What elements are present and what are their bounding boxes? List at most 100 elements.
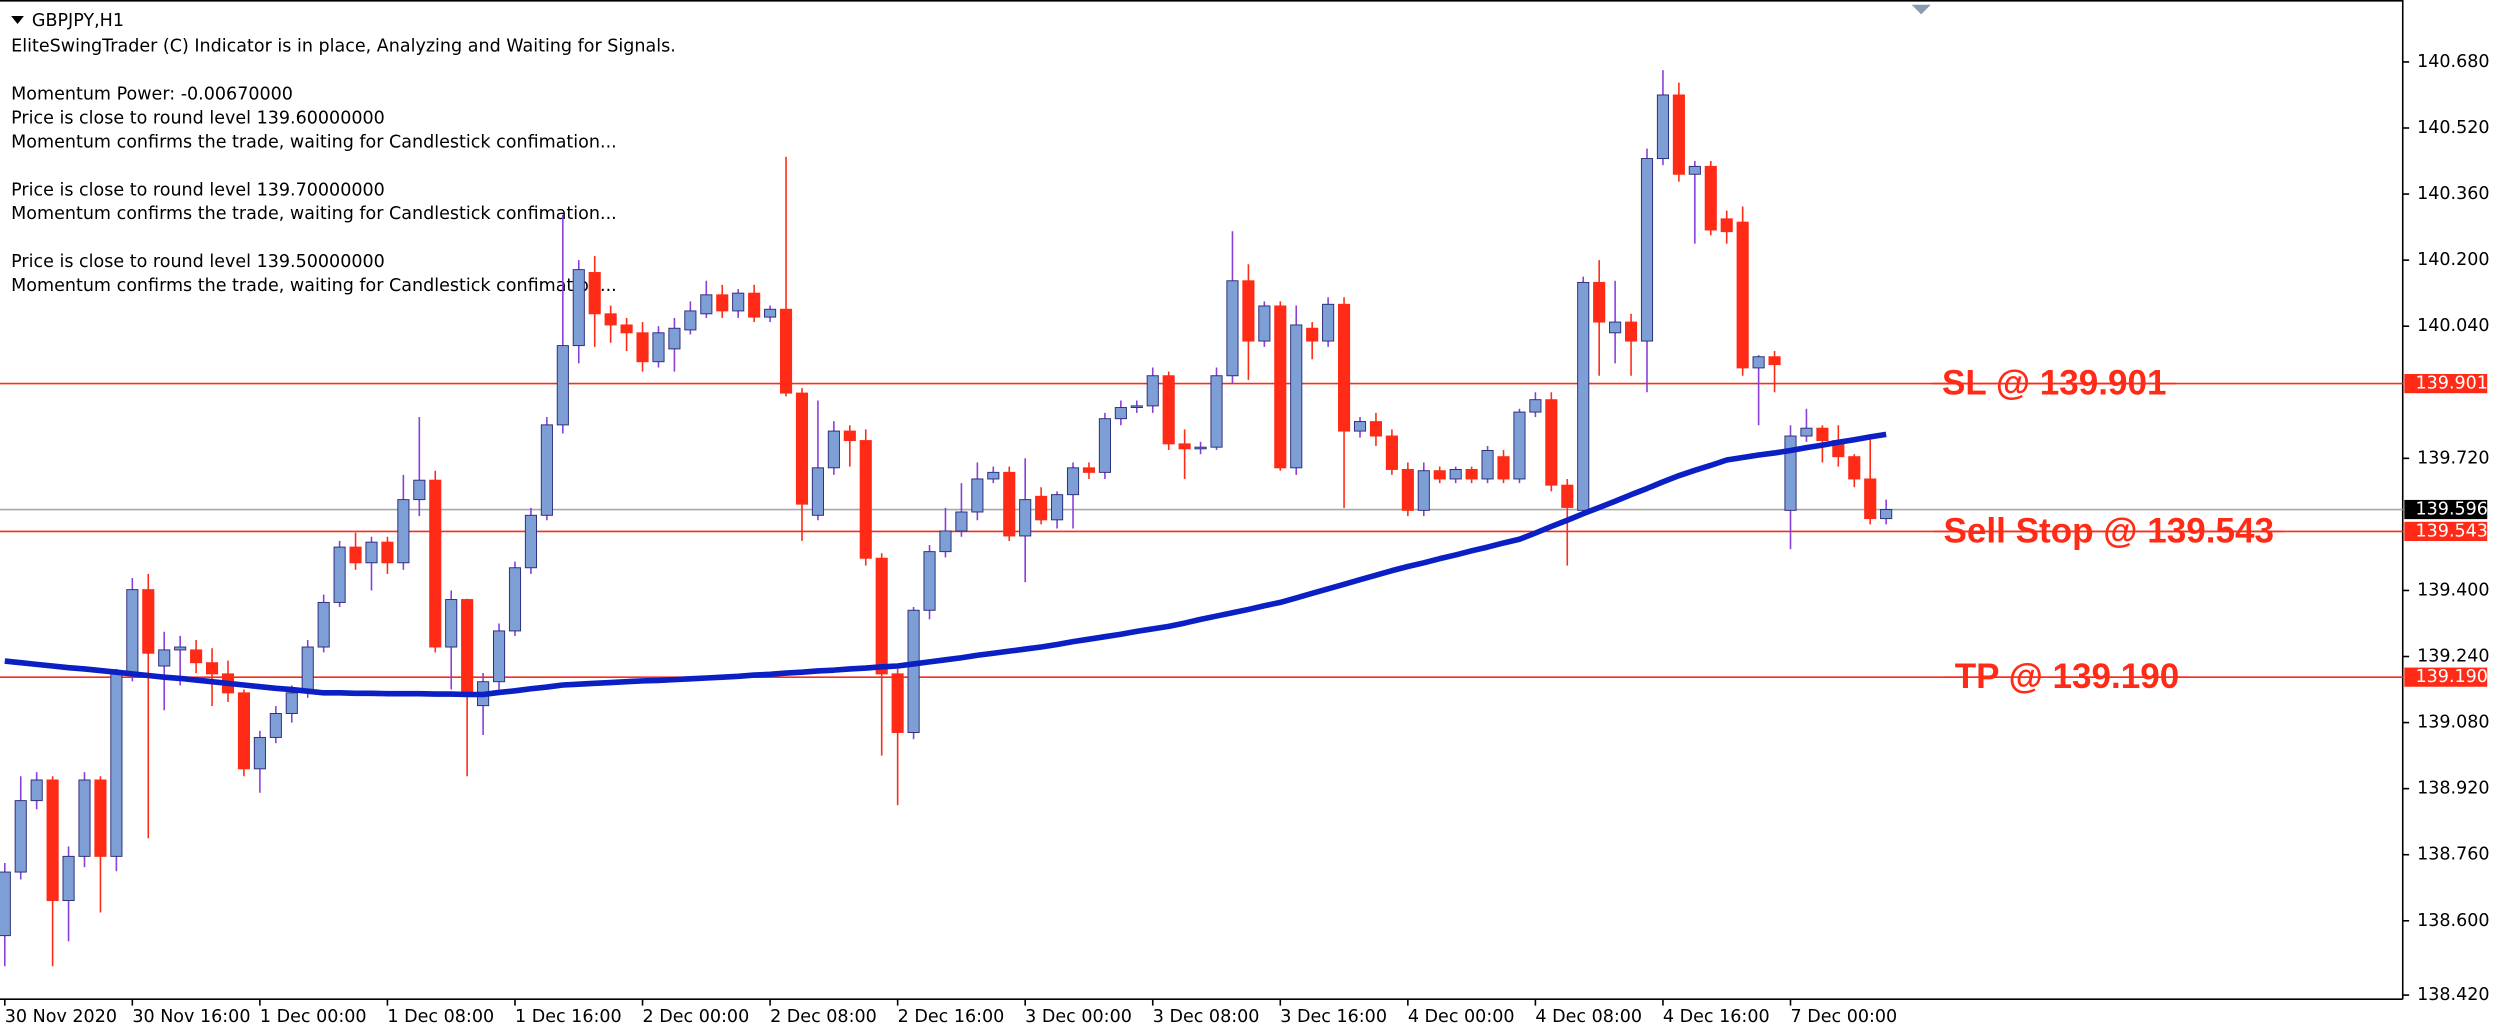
candle-body bbox=[492, 630, 506, 683]
candle-body bbox=[1768, 356, 1781, 366]
price-box bbox=[2404, 521, 2488, 542]
x-tick-label: 3 Dec 16:00 bbox=[1280, 1007, 1387, 1027]
candle-body bbox=[445, 599, 458, 648]
y-tick-label: 139.240 bbox=[2417, 647, 2489, 667]
price-box-label: 139.901 bbox=[2415, 374, 2487, 394]
candle-body bbox=[1816, 427, 1829, 442]
candle-body bbox=[1656, 94, 1670, 160]
candle-body bbox=[1481, 449, 1494, 480]
candle-body bbox=[190, 649, 203, 664]
candle-body bbox=[1082, 467, 1096, 473]
x-tick-label: 1 Dec 00:00 bbox=[260, 1007, 367, 1027]
candle-body bbox=[1880, 509, 1893, 520]
candle-body bbox=[1162, 375, 1175, 445]
indicator-message: Momentum Power: -0.00670000 bbox=[11, 84, 293, 104]
candle-body bbox=[397, 499, 410, 564]
candle-body bbox=[1784, 435, 1797, 511]
candle-body bbox=[1290, 324, 1303, 469]
candle-body bbox=[987, 471, 1000, 480]
candle-body bbox=[1098, 418, 1111, 473]
candle-body bbox=[365, 541, 378, 564]
x-tick-label: 7 Dec 00:00 bbox=[1790, 1007, 1897, 1027]
candle-body bbox=[1736, 221, 1749, 369]
current-price-label: 139.596 bbox=[2415, 500, 2487, 520]
candle-body bbox=[0, 871, 11, 937]
y-tick-label: 140.200 bbox=[2417, 250, 2489, 270]
candle-body bbox=[1401, 468, 1414, 511]
candle-body bbox=[1019, 499, 1032, 537]
candle-body bbox=[732, 292, 745, 312]
candle-body bbox=[604, 313, 617, 326]
x-tick-label: 2 Dec 08:00 bbox=[770, 1007, 877, 1027]
candle-body bbox=[1497, 456, 1510, 480]
x-tick-label: 4 Dec 00:00 bbox=[1408, 1007, 1515, 1027]
candle-body bbox=[907, 609, 920, 733]
candle-body bbox=[158, 649, 171, 667]
candle-body bbox=[795, 392, 809, 505]
candle-body bbox=[1609, 321, 1622, 334]
candle-body bbox=[1130, 405, 1143, 409]
candle-body bbox=[1385, 435, 1398, 470]
candle-body bbox=[46, 779, 59, 902]
y-tick-label: 139.080 bbox=[2417, 713, 2489, 733]
candle-body bbox=[540, 424, 553, 516]
indicator-message: Momentum confirms the trade, waiting for… bbox=[11, 276, 617, 296]
y-tick-label: 138.600 bbox=[2417, 911, 2489, 931]
price-box bbox=[2404, 667, 2488, 687]
indicator-message: EliteSwingTrader (C) Indicator is in pla… bbox=[11, 36, 676, 56]
y-tick-label: 138.760 bbox=[2417, 845, 2489, 865]
candle-body bbox=[285, 692, 298, 714]
candle-body bbox=[1066, 467, 1080, 496]
candle-body bbox=[1322, 303, 1335, 342]
x-tick-label: 4 Dec 08:00 bbox=[1535, 1007, 1642, 1027]
candle-body bbox=[429, 479, 442, 648]
menu-arrow bbox=[11, 15, 24, 24]
x-tick-label: 1 Dec 16:00 bbox=[515, 1007, 622, 1027]
candle-body bbox=[939, 530, 952, 553]
candle-body bbox=[1178, 443, 1191, 450]
candle-body bbox=[1369, 421, 1383, 437]
candle-body bbox=[1338, 303, 1351, 432]
candle-body bbox=[237, 692, 250, 770]
x-tick-label: 2 Dec 16:00 bbox=[898, 1007, 1005, 1027]
candle-body bbox=[62, 855, 75, 902]
candle-body bbox=[764, 308, 777, 318]
x-tick-label: 4 Dec 16:00 bbox=[1663, 1007, 1770, 1027]
candle-body bbox=[684, 310, 697, 331]
price-box-label: 139.190 bbox=[2415, 667, 2487, 687]
candle-body bbox=[110, 673, 123, 857]
candle-body bbox=[668, 327, 681, 350]
candle-body bbox=[1529, 399, 1542, 413]
candle-body bbox=[1561, 484, 1574, 508]
y-tick-label: 140.680 bbox=[2417, 52, 2489, 72]
indicator-message: Momentum confirms the trade, waiting for… bbox=[11, 204, 617, 224]
candle-body bbox=[253, 736, 266, 770]
candle-body bbox=[508, 567, 522, 632]
candle-body bbox=[205, 662, 219, 675]
x-tick-label: 30 Nov 2020 bbox=[5, 1007, 117, 1027]
candle-body bbox=[620, 324, 633, 334]
candle-body bbox=[1800, 427, 1813, 437]
current-price-box bbox=[2404, 499, 2488, 520]
candle-body bbox=[859, 440, 872, 559]
candle-body bbox=[461, 599, 474, 695]
candle-body bbox=[748, 292, 761, 318]
candle-body bbox=[1274, 305, 1287, 469]
x-tick-label: 3 Dec 00:00 bbox=[1025, 1007, 1132, 1027]
candle-body bbox=[349, 546, 362, 564]
indicator-message: Momentum confirms the trade, waiting for… bbox=[11, 132, 617, 152]
candle-body bbox=[174, 646, 187, 651]
candle-body bbox=[1226, 280, 1239, 377]
candle-body bbox=[572, 269, 585, 347]
candle-body bbox=[811, 467, 824, 516]
candle-body bbox=[1704, 165, 1717, 231]
y-tick-label: 140.040 bbox=[2417, 316, 2489, 336]
candle-body bbox=[301, 646, 314, 694]
candle-body bbox=[1720, 218, 1733, 233]
candle-body bbox=[1353, 421, 1367, 432]
candle-body bbox=[1688, 165, 1701, 175]
candle-body bbox=[652, 332, 665, 363]
candle-body bbox=[556, 345, 569, 426]
